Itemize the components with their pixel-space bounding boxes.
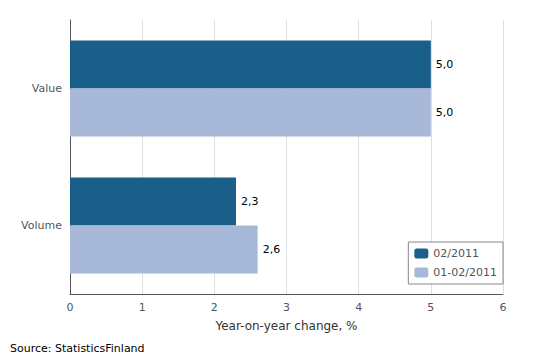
svg-text:6: 6	[500, 301, 507, 314]
svg-text:Volume: Volume	[21, 219, 62, 232]
svg-text:02/2011: 02/2011	[433, 247, 479, 260]
svg-text:4: 4	[355, 301, 362, 314]
svg-text:5,0: 5,0	[436, 58, 454, 71]
svg-text:3: 3	[283, 301, 290, 314]
svg-text:Source: StatisticsFinland: Source: StatisticsFinland	[10, 342, 145, 355]
svg-text:5,0: 5,0	[436, 106, 454, 119]
svg-text:2,6: 2,6	[263, 243, 281, 256]
svg-text:01-02/2011: 01-02/2011	[433, 266, 497, 279]
svg-text:2,3: 2,3	[241, 195, 259, 208]
svg-text:1: 1	[139, 301, 146, 314]
svg-text:5: 5	[427, 301, 434, 314]
svg-text:Value: Value	[32, 82, 62, 95]
svg-text:Year-on-year change, %: Year-on-year change, %	[214, 319, 357, 333]
svg-text:0: 0	[67, 301, 74, 314]
svg-text:2: 2	[211, 301, 218, 314]
